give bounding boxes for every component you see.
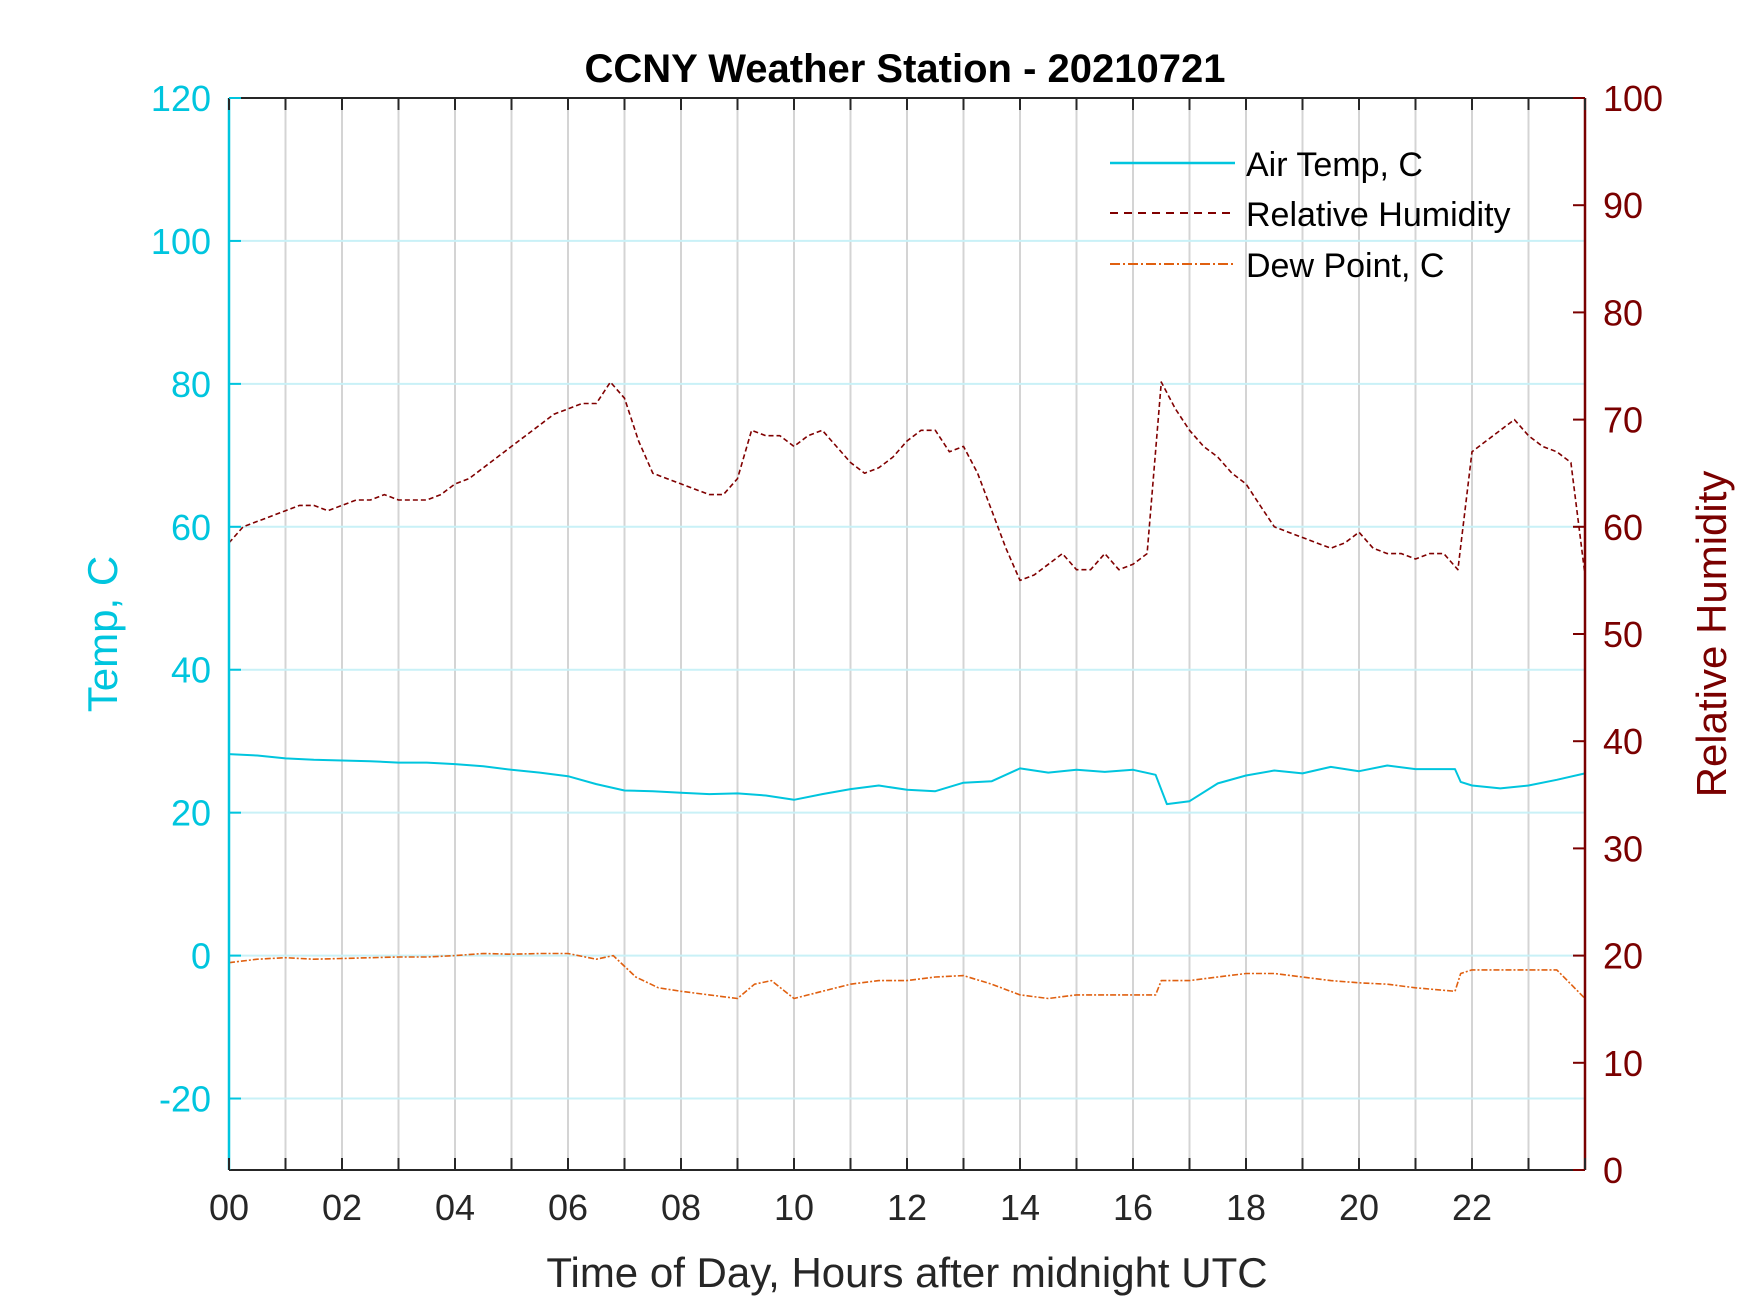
y-right-tick-label: 80 xyxy=(1603,292,1643,333)
x-tick-label: 08 xyxy=(661,1187,701,1228)
axes: 00 02 04 06 08 10 12 14 16 18 20 22-200204060801001… xyxy=(151,78,1663,1228)
y-left-tick-label: 40 xyxy=(171,650,211,691)
x-tick-label: 12 xyxy=(887,1187,927,1228)
y-axis-right-label: Relative Humidity xyxy=(1688,471,1735,798)
y-left-tick-label: 100 xyxy=(151,221,211,262)
relative-humidity-line xyxy=(228,381,1586,582)
y-right-tick-label: 60 xyxy=(1603,507,1643,548)
y-right-tick-label: 70 xyxy=(1603,400,1643,441)
y-left-tick-label: 0 xyxy=(191,936,211,977)
series-lines xyxy=(228,381,1586,1000)
x-tick-label: 14 xyxy=(1000,1187,1040,1228)
legend-label-humidity: Relative Humidity xyxy=(1246,196,1511,234)
legend: Air Temp, C Relative Humidity Dew Point,… xyxy=(1110,146,1511,285)
y-right-tick-label: 30 xyxy=(1603,828,1643,869)
air-temp-line xyxy=(228,753,1586,806)
y-right-tick-label: 20 xyxy=(1603,936,1643,977)
y-left-tick-label: -20 xyxy=(159,1079,211,1120)
y-right-tick-label: 0 xyxy=(1603,1150,1623,1191)
y-left-tick-label: 80 xyxy=(171,364,211,405)
y-right-tick-label: 40 xyxy=(1603,721,1643,762)
y-right-tick-label: 10 xyxy=(1603,1043,1643,1084)
chart-title: CCNY Weather Station - 20210721 xyxy=(585,47,1226,91)
x-tick-label: 16 xyxy=(1113,1187,1153,1228)
y-axis-left-label: Temp, C xyxy=(79,556,126,712)
x-tick-label: 22 xyxy=(1452,1187,1492,1228)
y-right-tick-label: 50 xyxy=(1603,614,1643,655)
x-tick-label: 18 xyxy=(1226,1187,1266,1228)
dew-point-line xyxy=(228,952,1586,1000)
x-tick-label: 06 xyxy=(548,1187,588,1228)
x-tick-label: 20 xyxy=(1339,1187,1379,1228)
x-tick-label: 04 xyxy=(435,1187,475,1228)
legend-label-dew-point: Dew Point, C xyxy=(1246,247,1444,285)
x-tick-label: 00 xyxy=(209,1187,249,1228)
y-right-tick-label: 90 xyxy=(1603,185,1643,226)
y-right-tick-label: 100 xyxy=(1603,78,1663,119)
legend-label-air-temp: Air Temp, C xyxy=(1246,146,1423,184)
x-tick-label: 02 xyxy=(322,1187,362,1228)
y-left-tick-label: 20 xyxy=(171,793,211,834)
y-left-tick-label: 60 xyxy=(171,507,211,548)
x-tick-label: 10 xyxy=(774,1187,814,1228)
x-axis-label: Time of Day, Hours after midnight UTC xyxy=(546,1249,1267,1296)
y-left-tick-label: 120 xyxy=(151,78,211,119)
